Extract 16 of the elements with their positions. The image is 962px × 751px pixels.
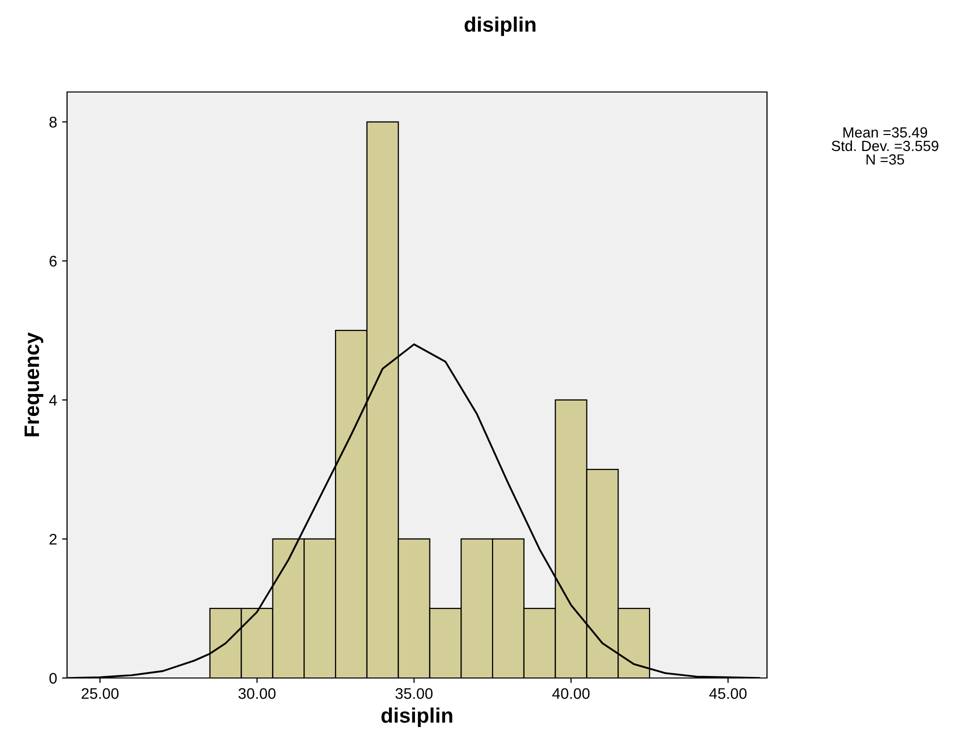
- y-tick-label: 8: [49, 116, 57, 128]
- y-tick-label: 6: [50, 256, 57, 267]
- x-axis-title: disiplin: [381, 708, 452, 727]
- y-tick-label: 4: [49, 394, 57, 406]
- text: N =35: [866, 154, 904, 165]
- x-tick-label: 35.00: [396, 688, 433, 699]
- y-axis-title: Frequency: [24, 332, 44, 436]
- x-tick-label: 30.00: [238, 688, 276, 699]
- x-tick-label: 40.00: [552, 688, 590, 699]
- y-tick-label: 0: [49, 672, 57, 684]
- chart-title: disiplin: [464, 16, 536, 36]
- text: Mean =35.49: [843, 127, 928, 138]
- x-tick-label: 45.00: [709, 688, 747, 699]
- x-tick-label: 25.00: [82, 688, 119, 699]
- text: Std. Dev. =3.559: [832, 140, 938, 152]
- y-tick-label: 2: [50, 534, 57, 545]
